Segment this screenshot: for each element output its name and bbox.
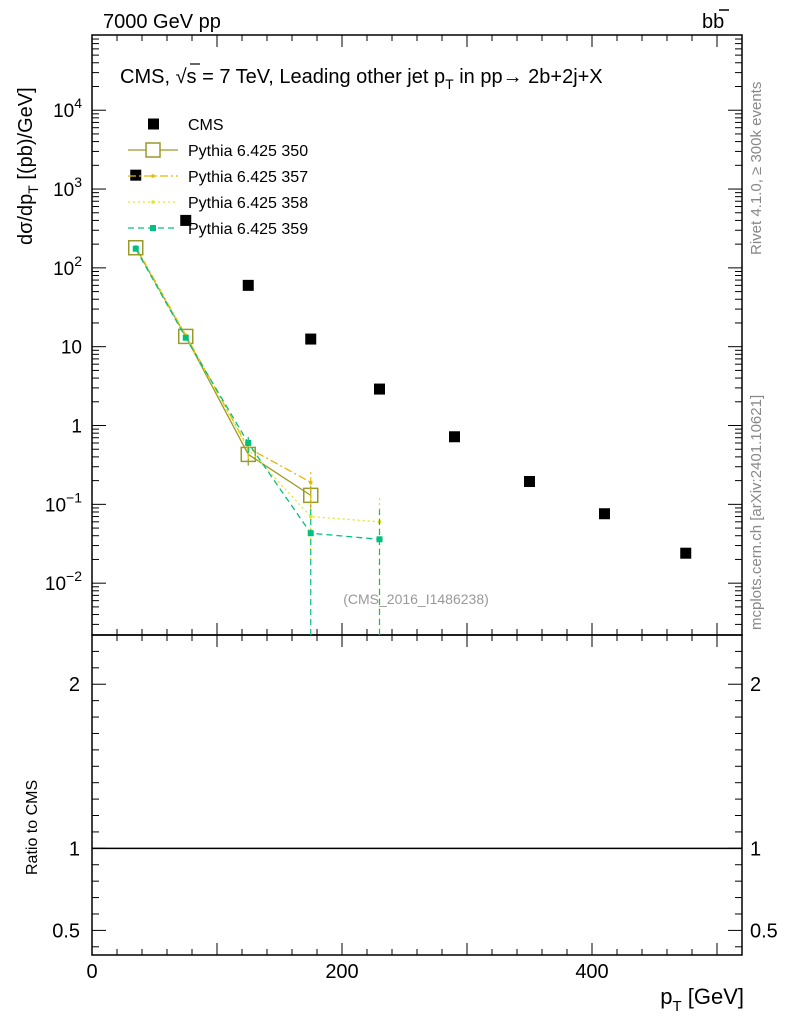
rivet-version-label: Rivet 4.1.0, ≥ 300k events xyxy=(748,82,765,255)
y-tick-label: 102 xyxy=(53,253,82,280)
ratio-tick-label-right: 1 xyxy=(750,838,761,860)
ratio-panel-frame xyxy=(91,634,743,956)
mcplots-reference-label: mcplots.cern.ch [arXiv:2401.10621] xyxy=(748,395,765,630)
chart-title: CMS, √s = 7 TeV, Leading other jet pT in… xyxy=(120,66,603,92)
y-tick-label: 1 xyxy=(71,417,82,438)
data-series xyxy=(128,169,692,635)
x-tick-label: 200 xyxy=(325,961,358,983)
legend-marker xyxy=(151,200,155,204)
cms-data-point xyxy=(680,547,692,559)
mc-data-point xyxy=(178,328,194,345)
cms-data-point xyxy=(180,214,192,226)
y-tick-label: 10−1 xyxy=(45,489,82,516)
cms-data-point xyxy=(524,475,535,487)
y-tick-label: 10−2 xyxy=(45,568,82,595)
cms-data-point xyxy=(449,431,460,443)
legend-marker xyxy=(145,142,161,158)
cms-data-point xyxy=(130,169,142,181)
mc-series-line xyxy=(135,247,312,496)
analysis-watermark: (CMS_2016_I1486238) xyxy=(343,591,489,607)
legend-label: Pythia 6.425 358 xyxy=(188,195,308,212)
legend: CMS Pythia 6.425 350 Pythia 6.425 357 Pythi… xyxy=(128,117,308,238)
ratio-tick-label: 0.5 xyxy=(52,920,80,942)
mc-data-point xyxy=(308,514,313,519)
ratio-tick-label-right: 0.5 xyxy=(750,920,778,942)
header-bbar: b xyxy=(713,11,724,33)
mc-series-line xyxy=(135,247,380,523)
legend-label: Pythia 6.425 359 xyxy=(188,221,308,238)
cms-data-point xyxy=(305,333,317,345)
legend-marker xyxy=(151,174,155,178)
ratio-y-axis-label: Ratio to CMS xyxy=(24,780,41,875)
y-tick-label: 10 xyxy=(61,338,82,359)
x-tick-label: 0 xyxy=(86,961,97,983)
cms-data-point xyxy=(374,383,385,395)
header-process-label: bb xyxy=(702,11,724,33)
y-tick-label: 104 xyxy=(53,95,82,122)
header-energy-label: 7000 GeV pp xyxy=(103,11,221,33)
cms-data-point xyxy=(242,279,254,291)
ratio-tick-label: 2 xyxy=(69,674,80,696)
legend-label: CMS xyxy=(188,117,224,134)
y-tick-label: 103 xyxy=(53,174,82,201)
mc-data-point xyxy=(308,480,313,485)
legend-marker xyxy=(150,225,156,231)
mc-data-point xyxy=(245,440,252,447)
x-tick-label: 400 xyxy=(575,961,608,983)
mc-data-point xyxy=(376,536,383,543)
x-axis-label: pT [GeV] xyxy=(660,984,744,1015)
mc-series-line xyxy=(135,248,380,540)
mc-data-point xyxy=(307,530,314,537)
legend-label: Pythia 6.425 357 xyxy=(188,169,308,186)
ratio-tick-label-right: 2 xyxy=(750,674,761,696)
mc-data-point xyxy=(132,245,139,252)
legend-cms-marker xyxy=(148,118,159,130)
cms-data-point xyxy=(599,508,610,520)
y-axis-label: dσ/dpT [(pb)/GeV] xyxy=(15,87,41,245)
mc-data-point xyxy=(128,239,144,256)
mc-data-point xyxy=(182,334,189,341)
ratio-tick-label: 1 xyxy=(69,838,80,860)
legend-label: Pythia 6.425 350 xyxy=(188,143,308,160)
mc-series-line xyxy=(135,246,312,483)
axis-ticks: 0 200 400 10−2 10−1 1 10 102 103 104 0.5 0.5 1 1 2 2 xyxy=(45,34,778,983)
header-b: b xyxy=(702,11,713,33)
